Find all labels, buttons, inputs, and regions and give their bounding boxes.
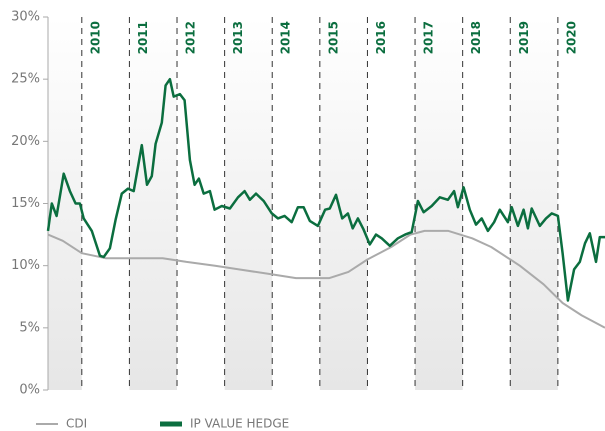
year-label: 2013 <box>231 21 245 54</box>
series-line <box>46 77 605 302</box>
year-label: 2018 <box>469 21 483 54</box>
year-label: 2014 <box>279 21 293 54</box>
y-tick-label: 5% <box>19 320 40 335</box>
y-tick-label: 20% <box>11 134 40 149</box>
year-label: 2010 <box>88 21 102 54</box>
year-band <box>129 17 178 390</box>
legend-label: IP VALUE HEDGE <box>190 417 289 431</box>
y-tick-label: 10% <box>11 258 40 273</box>
year-label: 2019 <box>517 21 531 54</box>
year-label: 2020 <box>564 21 578 54</box>
y-tick-label: 0% <box>19 383 40 398</box>
year-band <box>415 17 463 390</box>
year-band <box>510 17 558 390</box>
year-label: 2015 <box>326 21 340 54</box>
year-label: 2017 <box>422 21 436 54</box>
y-tick-label: 30% <box>11 10 40 25</box>
y-tick-label: 25% <box>11 72 40 87</box>
year-label: 2016 <box>374 21 388 54</box>
year-label: 2012 <box>184 21 198 54</box>
series-line <box>47 229 605 329</box>
legend-label: CDI <box>66 417 87 431</box>
year-label: 2011 <box>136 21 150 54</box>
year-band <box>319 17 368 390</box>
y-tick-label: 15% <box>11 196 40 211</box>
